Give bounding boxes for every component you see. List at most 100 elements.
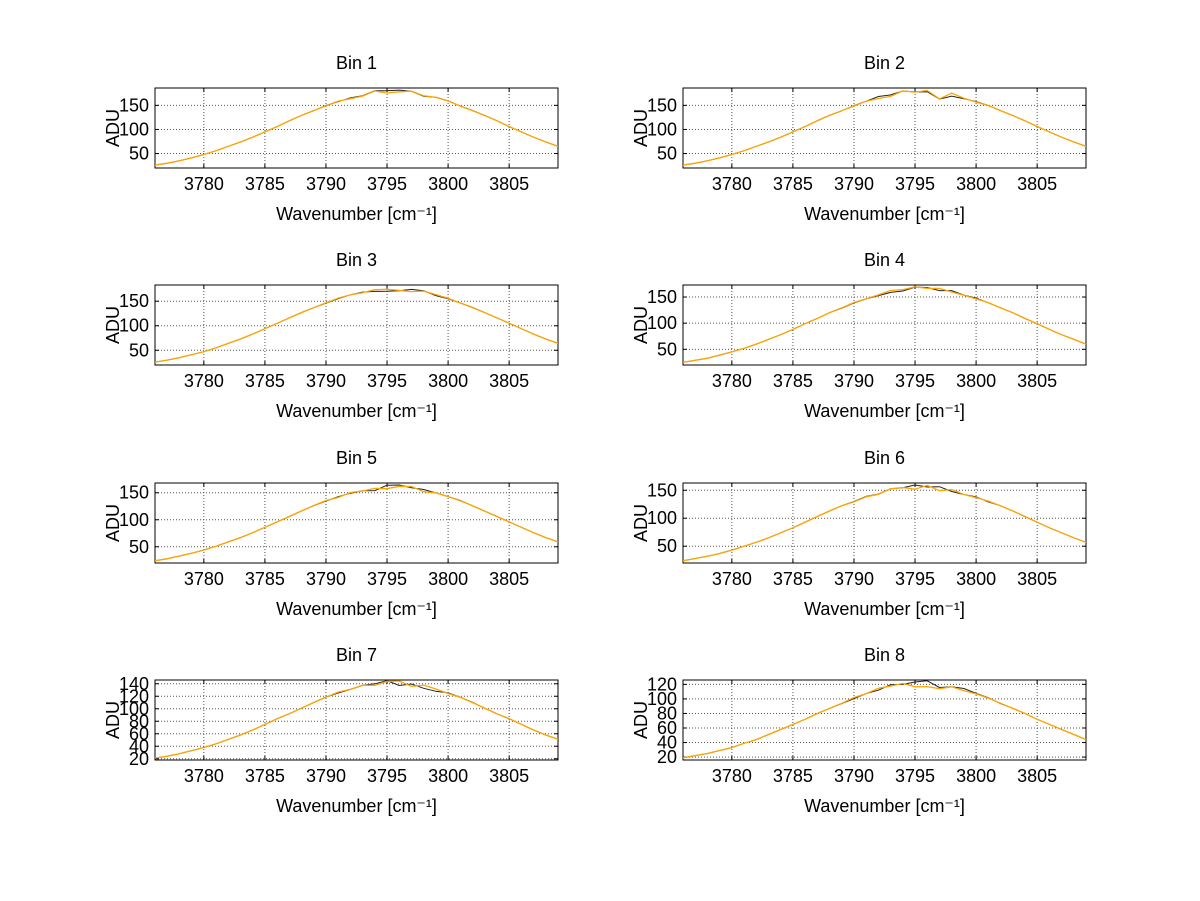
axes-box — [682, 284, 1087, 366]
svg-text:100: 100 — [647, 689, 677, 709]
svg-text:3795: 3795 — [367, 766, 407, 786]
subplot-bin-3: 3780 3785 3790 3795 3800 3805 50 100 150 Bin 3 A… — [0, 242, 600, 439]
svg-text:3795: 3795 — [895, 371, 935, 391]
subplot-title: Bin 2 — [863, 53, 906, 73]
subplot-svg: 3780 3785 3790 3795 3800 3805 50 100 150 — [119, 284, 559, 391]
x-axis-label: Wavenumber [cm⁻¹] — [804, 204, 965, 224]
axes-box — [682, 679, 1087, 761]
svg-text:100: 100 — [647, 119, 677, 139]
svg-text:50: 50 — [129, 340, 149, 360]
subplot-bin-1: 3780 3785 3790 3795 3800 3805 50 100 150 Bin 1 A… — [0, 45, 600, 242]
svg-text:3785: 3785 — [245, 371, 285, 391]
spectrum-underlay-curve — [682, 286, 1087, 363]
plot-area: 3780 3785 3790 3795 3800 3805 50 100 150 — [600, 242, 1200, 439]
tick-marks — [683, 88, 1086, 168]
subplot-svg: 3780 3785 3790 3795 3800 3805 2040608010012014… — [119, 674, 559, 786]
subplot-bin-5: 3780 3785 3790 3795 3800 3805 50 100 150 Bin 5 A… — [0, 440, 600, 637]
y-axis-label: ADU — [103, 701, 123, 740]
subplot-svg: 3780 3785 3790 3795 3800 3805 50 100 150 — [119, 482, 559, 589]
y-axis-label: ADU — [631, 504, 651, 543]
svg-text:100: 100 — [647, 313, 677, 333]
svg-text:3790: 3790 — [306, 174, 346, 194]
x-tick-labels: 3780 3785 3790 3795 3800 3805 — [712, 766, 1057, 786]
svg-text:50: 50 — [129, 144, 149, 164]
subplot-bin-6: 3780 3785 3790 3795 3800 3805 50 100 150 Bin 6 A… — [600, 440, 1200, 637]
subplot-svg: 3780 3785 3790 3795 3800 3805 50 100 150 — [647, 87, 1087, 194]
subplot-svg: 3780 3785 3790 3795 3800 3805 50 100 150 — [647, 480, 1087, 589]
grid-lines — [155, 680, 558, 760]
svg-text:3805: 3805 — [489, 371, 529, 391]
svg-text:60: 60 — [657, 718, 677, 738]
svg-text:50: 50 — [129, 537, 149, 557]
svg-text:3780: 3780 — [712, 174, 752, 194]
svg-text:3790: 3790 — [306, 766, 346, 786]
x-tick-labels: 3780 3785 3790 3795 3800 3805 — [712, 569, 1057, 589]
plot-area: 3780 3785 3790 3795 3800 3805 50 100 150 — [600, 45, 1200, 242]
tick-marks — [155, 285, 558, 365]
grid-lines — [683, 88, 1086, 168]
svg-text:120: 120 — [119, 686, 149, 706]
svg-text:150: 150 — [647, 95, 677, 115]
svg-text:3780: 3780 — [712, 371, 752, 391]
y-axis-label: ADU — [631, 306, 651, 345]
axes-box — [154, 679, 559, 761]
svg-text:3785: 3785 — [245, 174, 285, 194]
svg-text:3795: 3795 — [895, 174, 935, 194]
x-axis-label: Wavenumber [cm⁻¹] — [276, 796, 437, 816]
subplot-title: Bin 8 — [863, 645, 906, 665]
plot-area: 3780 3785 3790 3795 3800 3805 50 100 150 — [600, 440, 1200, 637]
x-axis-label: Wavenumber [cm⁻¹] — [276, 204, 437, 224]
svg-text:40: 40 — [657, 733, 677, 753]
svg-text:3790: 3790 — [834, 371, 874, 391]
axes-box — [154, 284, 559, 366]
tick-marks — [683, 483, 1086, 563]
spectrum-curve — [682, 484, 1087, 562]
plot-area: 3780 3785 3790 3795 3800 3805 50 100 150 — [0, 440, 600, 637]
svg-text:3800: 3800 — [956, 371, 996, 391]
svg-text:150: 150 — [119, 291, 149, 311]
y-axis-label: ADU — [631, 109, 651, 148]
svg-text:3780: 3780 — [712, 569, 752, 589]
y-tick-labels: 50 100 150 — [647, 480, 677, 556]
grid-lines — [155, 483, 558, 563]
svg-text:3795: 3795 — [895, 766, 935, 786]
axes-box — [154, 482, 559, 564]
svg-text:3790: 3790 — [306, 569, 346, 589]
x-axis-label: Wavenumber [cm⁻¹] — [276, 401, 437, 421]
svg-text:140: 140 — [119, 674, 149, 694]
subplot-svg: 3780 3785 3790 3795 3800 3805 50 100 150 — [647, 284, 1087, 391]
plot-area: 3780 3785 3790 3795 3800 3805 20 40 60 80 100 120 — [600, 637, 1200, 834]
svg-text:3795: 3795 — [367, 569, 407, 589]
svg-text:60: 60 — [129, 724, 149, 744]
axes-box — [682, 482, 1087, 564]
spectrum-curve — [154, 680, 559, 759]
axes-box — [682, 87, 1087, 169]
svg-text:100: 100 — [119, 510, 149, 530]
y-axis-label: ADU — [103, 504, 123, 543]
svg-text:3800: 3800 — [956, 174, 996, 194]
svg-text:50: 50 — [657, 339, 677, 359]
x-tick-labels: 3780 3785 3790 3795 3800 3805 — [184, 766, 529, 786]
y-tick-labels: 50 100 150 — [119, 483, 149, 557]
tick-marks — [155, 88, 558, 168]
spectrum-curve — [682, 286, 1087, 364]
svg-text:100: 100 — [647, 508, 677, 528]
svg-text:3795: 3795 — [367, 174, 407, 194]
svg-text:3790: 3790 — [834, 766, 874, 786]
y-tick-labels: 50 100 150 — [119, 291, 149, 360]
x-axis-label: Wavenumber [cm⁻¹] — [804, 599, 965, 619]
x-axis-label: Wavenumber [cm⁻¹] — [276, 599, 437, 619]
subplot-title: Bin 4 — [863, 250, 906, 270]
svg-text:3780: 3780 — [184, 174, 224, 194]
spectrum-curve — [682, 89, 1087, 166]
svg-text:3805: 3805 — [489, 569, 529, 589]
svg-text:3785: 3785 — [773, 174, 813, 194]
svg-text:3785: 3785 — [773, 569, 813, 589]
subplot-bin-2: 3780 3785 3790 3795 3800 3805 50 100 150 Bin 2 A… — [600, 45, 1200, 242]
tick-marks — [155, 680, 558, 760]
svg-text:3790: 3790 — [834, 569, 874, 589]
